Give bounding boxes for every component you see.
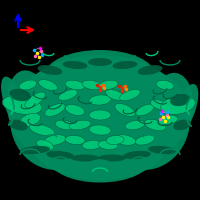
- Ellipse shape: [156, 80, 174, 90]
- Ellipse shape: [63, 61, 87, 69]
- Ellipse shape: [36, 140, 54, 150]
- Ellipse shape: [136, 104, 154, 116]
- Ellipse shape: [161, 96, 195, 114]
- Ellipse shape: [2, 95, 42, 115]
- Ellipse shape: [100, 70, 190, 170]
- Ellipse shape: [50, 138, 150, 182]
- Ellipse shape: [89, 125, 111, 135]
- Ellipse shape: [7, 70, 53, 150]
- Ellipse shape: [88, 58, 112, 66]
- Ellipse shape: [58, 90, 78, 100]
- Ellipse shape: [98, 80, 118, 90]
- Ellipse shape: [45, 104, 65, 116]
- Ellipse shape: [125, 120, 145, 130]
- Ellipse shape: [158, 115, 178, 125]
- Ellipse shape: [114, 135, 136, 145]
- Ellipse shape: [55, 120, 75, 130]
- Ellipse shape: [106, 135, 124, 145]
- Ellipse shape: [123, 151, 151, 159]
- Ellipse shape: [113, 61, 137, 69]
- Ellipse shape: [71, 154, 99, 162]
- Ellipse shape: [10, 70, 100, 170]
- Ellipse shape: [150, 100, 170, 110]
- Ellipse shape: [138, 65, 162, 75]
- Ellipse shape: [69, 120, 91, 130]
- Ellipse shape: [105, 90, 125, 100]
- Ellipse shape: [44, 135, 66, 145]
- Ellipse shape: [148, 146, 176, 154]
- Ellipse shape: [1, 77, 29, 133]
- Ellipse shape: [19, 113, 41, 127]
- Ellipse shape: [170, 94, 190, 106]
- Ellipse shape: [172, 84, 198, 136]
- Ellipse shape: [30, 100, 170, 180]
- Ellipse shape: [89, 110, 111, 120]
- Ellipse shape: [135, 135, 155, 145]
- Ellipse shape: [38, 80, 58, 90]
- Ellipse shape: [120, 89, 140, 101]
- Ellipse shape: [98, 140, 118, 150]
- Ellipse shape: [65, 135, 85, 145]
- Ellipse shape: [35, 65, 165, 135]
- Ellipse shape: [65, 80, 85, 90]
- Ellipse shape: [82, 140, 102, 150]
- Ellipse shape: [9, 89, 31, 101]
- Ellipse shape: [8, 120, 28, 130]
- Ellipse shape: [46, 151, 74, 159]
- Ellipse shape: [98, 154, 126, 162]
- Ellipse shape: [45, 50, 155, 100]
- Ellipse shape: [65, 105, 85, 115]
- Ellipse shape: [89, 95, 111, 105]
- Ellipse shape: [29, 124, 55, 136]
- Ellipse shape: [82, 80, 102, 90]
- Ellipse shape: [38, 65, 62, 75]
- Ellipse shape: [144, 119, 166, 131]
- Ellipse shape: [173, 120, 191, 130]
- Ellipse shape: [115, 104, 135, 116]
- Ellipse shape: [19, 80, 37, 90]
- Ellipse shape: [12, 55, 188, 175]
- Ellipse shape: [147, 73, 193, 147]
- Ellipse shape: [25, 92, 45, 108]
- Ellipse shape: [20, 146, 50, 154]
